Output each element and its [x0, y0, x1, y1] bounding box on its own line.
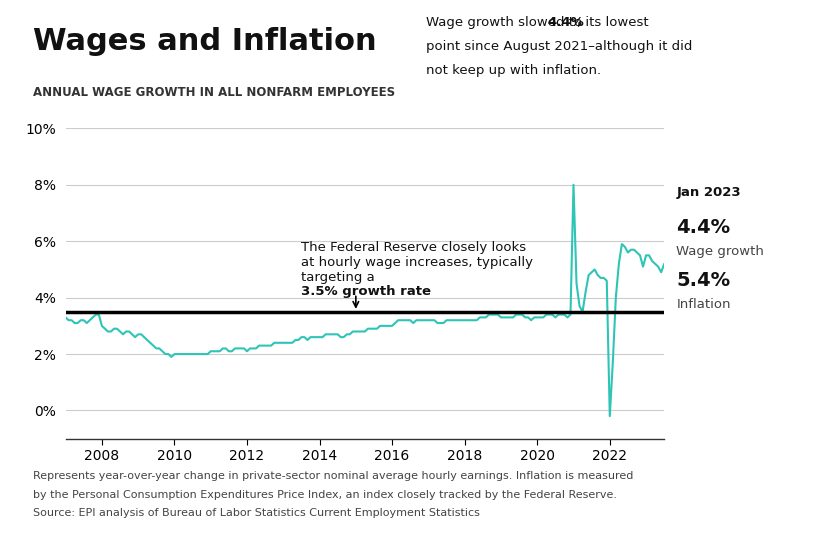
Text: 5.4%: 5.4% [676, 271, 730, 291]
Text: Wage growth slowed to: Wage growth slowed to [426, 16, 586, 29]
Text: .: . [390, 285, 394, 298]
Text: not keep up with inflation.: not keep up with inflation. [426, 64, 601, 77]
Text: point since August 2021–although it did: point since August 2021–although it did [426, 40, 692, 53]
Text: , its lowest: , its lowest [577, 16, 648, 29]
Text: Jan 2023: Jan 2023 [676, 186, 740, 199]
Text: Inflation: Inflation [676, 299, 730, 311]
Text: The Federal Reserve closely looks
at hourly wage increases, typically
targeting : The Federal Reserve closely looks at hou… [301, 241, 533, 284]
Text: Source: EPI analysis of Bureau of Labor Statistics Current Employment Statistics: Source: EPI analysis of Bureau of Labor … [33, 508, 479, 518]
Text: 3.5% growth rate: 3.5% growth rate [301, 285, 431, 298]
Text: 4.4%: 4.4% [547, 16, 584, 29]
Text: Wages and Inflation: Wages and Inflation [33, 27, 376, 56]
Text: Wage growth: Wage growth [676, 245, 763, 258]
Text: Represents year-over-year change in private-sector nominal average hourly earnin: Represents year-over-year change in priv… [33, 471, 632, 481]
Text: 4.4%: 4.4% [676, 218, 730, 237]
Text: ANNUAL WAGE GROWTH IN ALL NONFARM EMPLOYEES: ANNUAL WAGE GROWTH IN ALL NONFARM EMPLOY… [33, 86, 395, 98]
Text: by the Personal Consumption Expenditures Price Index, an index closely tracked b: by the Personal Consumption Expenditures… [33, 490, 616, 500]
